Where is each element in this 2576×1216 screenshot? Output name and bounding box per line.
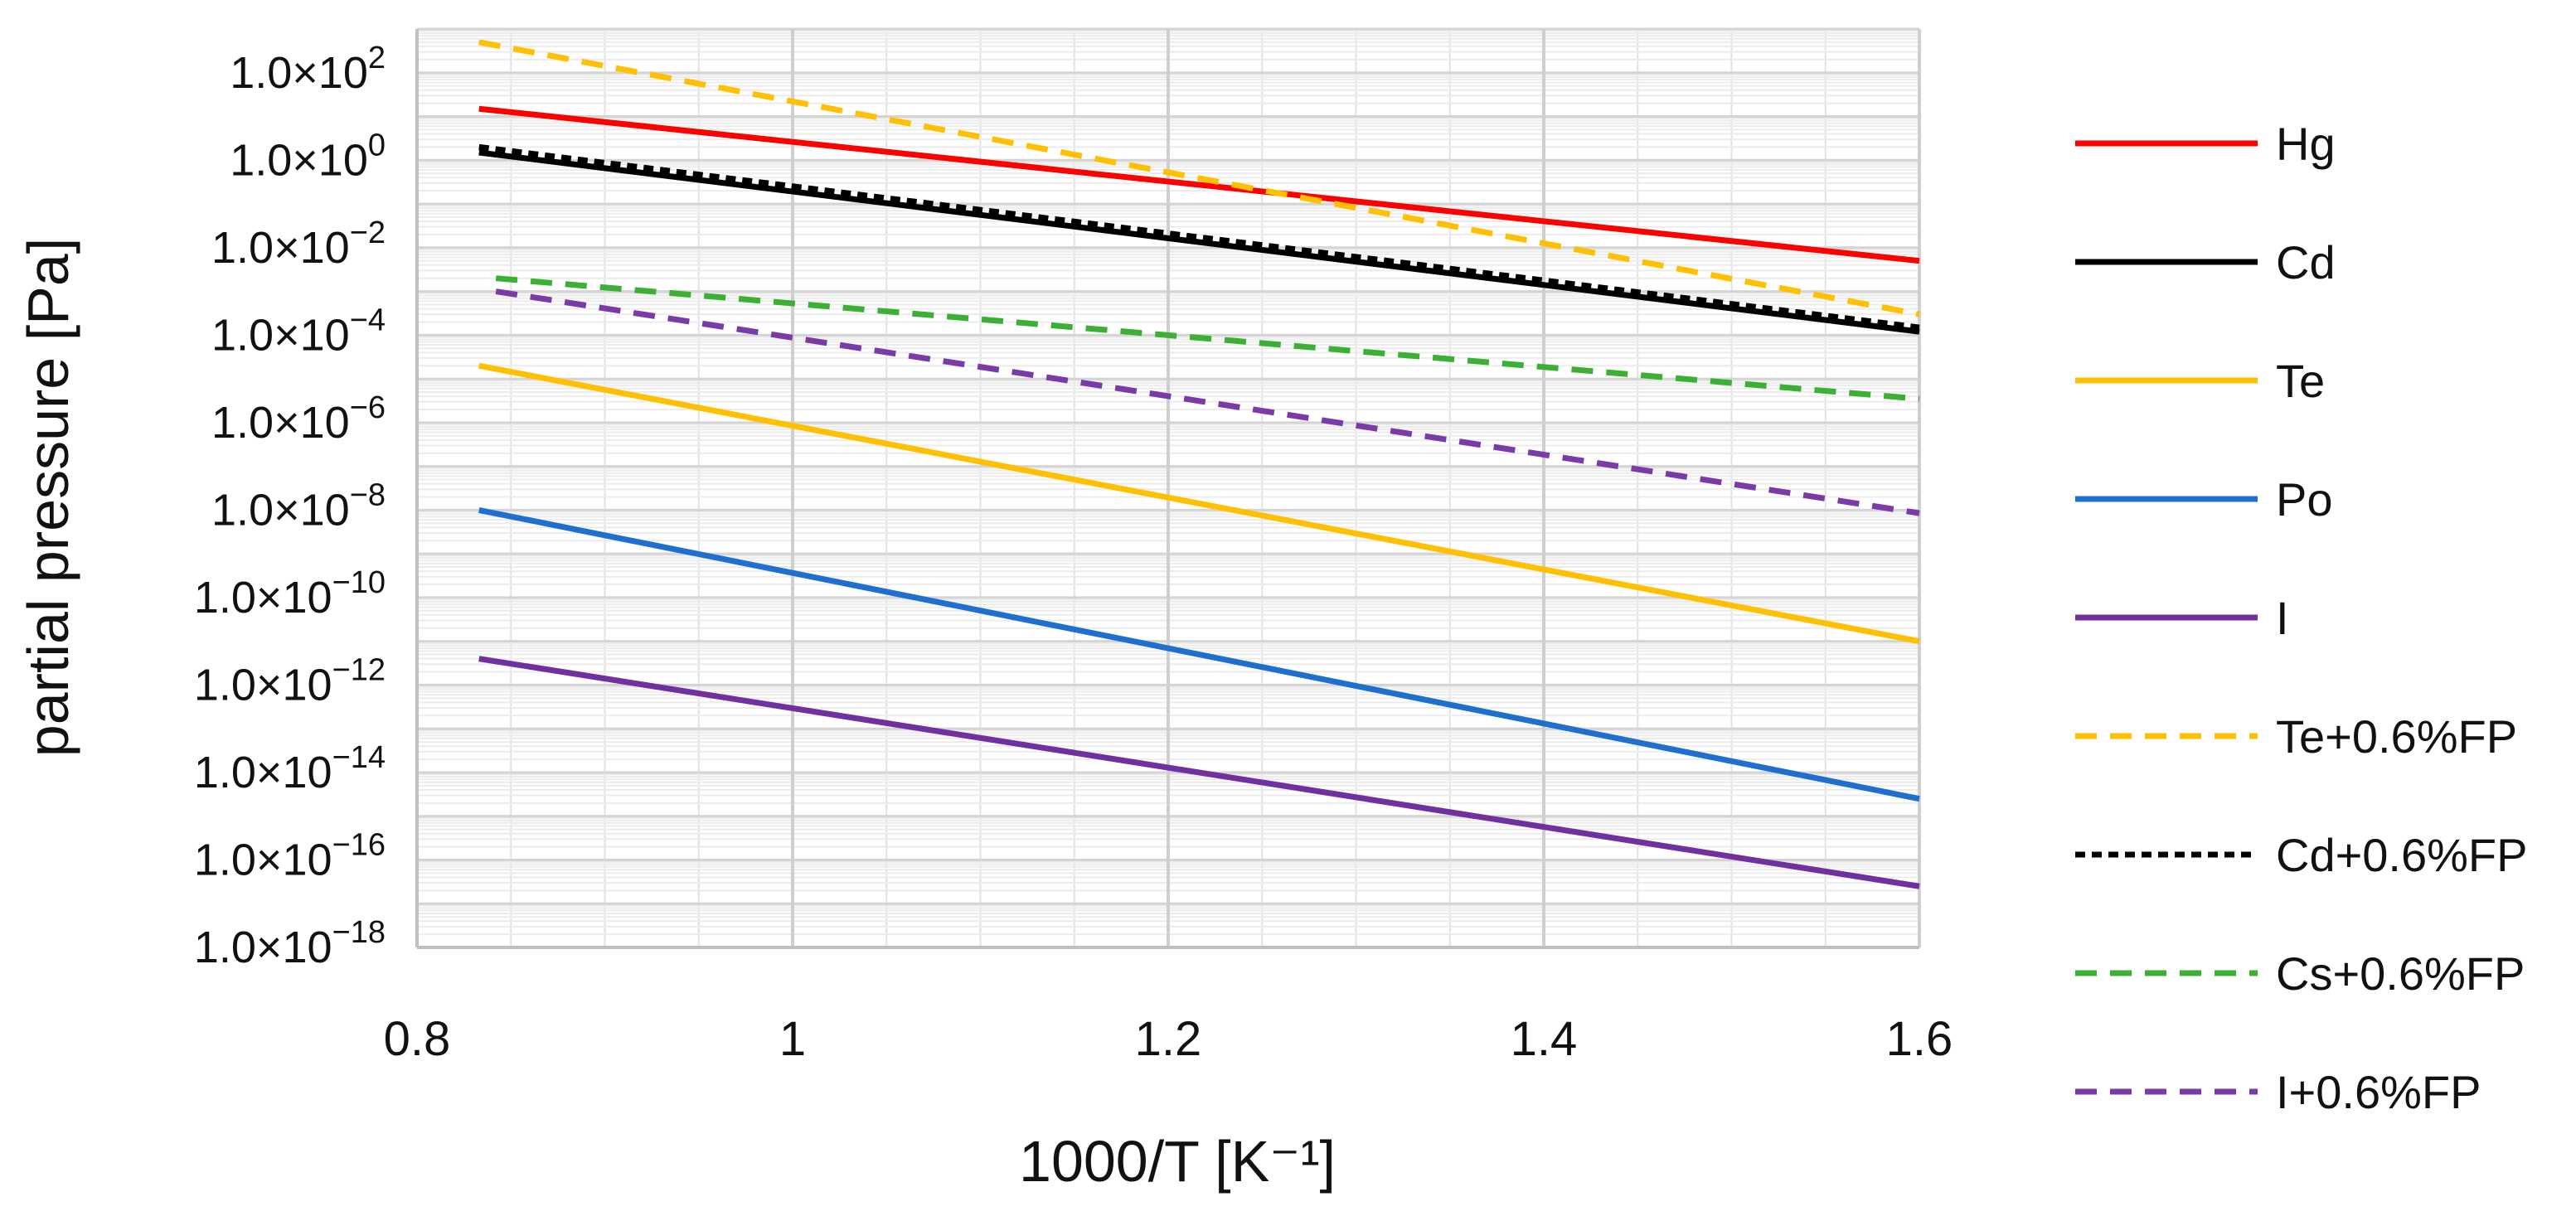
series-line-cd — [478, 149, 1920, 335]
y-tick-label: 1.0×10−4 — [211, 303, 386, 360]
x-tick-label: 1.4 — [1511, 1012, 1578, 1066]
series-line-te-0-6-fp — [478, 39, 1920, 317]
series-line-i — [478, 656, 1920, 889]
x-tick-label: 1 — [779, 1012, 806, 1066]
y-tick-labels: 1.0×102 1.0×100 1.0×10−2 1.0×10−4 1.0×10−6 1.… — [194, 41, 386, 972]
legend-label: Te+0.6%FP — [2276, 710, 2517, 763]
legend-label: Hg — [2276, 118, 2336, 170]
y-tick-label: 1.0×10−16 — [194, 827, 386, 884]
series-line-po — [478, 506, 1920, 802]
y-tick-label: 1.0×10−2 — [211, 216, 386, 273]
legend-label: I+0.6%FP — [2276, 1066, 2481, 1118]
legend-label: Cs+0.6%FP — [2276, 947, 2525, 1000]
y-tick-label: 1.0×10−6 — [211, 390, 386, 448]
y-tick-label: 1.0×102 — [230, 41, 386, 98]
legend-label: I — [2276, 592, 2289, 644]
y-tick-label: 1.0×10−8 — [211, 477, 386, 535]
legend-label: Cd+0.6%FP — [2276, 829, 2528, 881]
series-line-i-0-6-fp — [495, 288, 1920, 516]
x-tick-labels: 0.8 1 1.2 1.4 1.6 — [384, 1012, 1953, 1066]
series-line-cs-0-6-fp — [495, 275, 1920, 402]
x-tick-label: 1.6 — [1886, 1012, 1953, 1066]
axes — [415, 29, 1919, 949]
y-tick-label: 1.0×10−12 — [194, 652, 386, 710]
y-tick-label: 1.0×10−14 — [194, 740, 386, 797]
x-tick-label: 0.8 — [384, 1012, 451, 1066]
x-axis-title: 1000/T [K⁻¹] — [1019, 1129, 1336, 1194]
legend-label: Cd — [2276, 236, 2336, 288]
y-tick-label: 1.0×10−18 — [194, 915, 386, 972]
series-line-te — [478, 362, 1920, 645]
legend: Hg Cd Te Po I Te+0.6%FP Cd+0.6%FP Cs+0.6%FP I+0.… — [2075, 118, 2528, 1118]
y-tick-label: 1.0×100 — [230, 128, 386, 185]
series-line-hg — [478, 105, 1920, 264]
y-tick-label: 1.0×10−10 — [194, 565, 386, 623]
x-tick-label: 1.2 — [1135, 1012, 1202, 1066]
series-line-cd-0-6-fp — [478, 143, 1920, 331]
legend-label: Po — [2276, 473, 2333, 526]
y-axis-title: partial pressure [Pa] — [16, 238, 80, 757]
series-lines — [478, 39, 1920, 889]
legend-label: Te — [2276, 355, 2325, 407]
